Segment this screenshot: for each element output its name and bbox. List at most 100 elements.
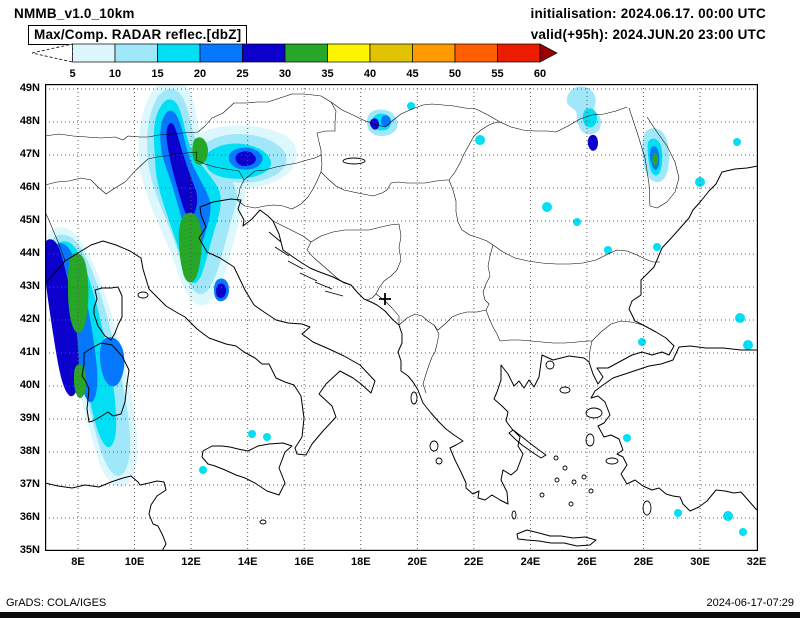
colorbar-tick-label: 15 xyxy=(151,68,163,80)
lon-axis-label-28E: 28E xyxy=(624,556,664,568)
island-cyclades xyxy=(540,493,544,497)
lon-axis-label-14E: 14E xyxy=(228,556,268,568)
valid-time-label: valid(+95h): 2024.JUN.20 23:00 UTC xyxy=(531,27,766,42)
lat-axis-label-42N: 42N xyxy=(6,313,40,325)
colorbar-tick-label: 55 xyxy=(491,68,503,80)
lat-axis-label-36N: 36N xyxy=(6,511,40,523)
lat-axis-label-48N: 48N xyxy=(6,115,40,127)
radar-cell xyxy=(743,340,753,350)
island-euboea xyxy=(509,430,546,458)
colorbar-tick-label: 45 xyxy=(406,68,418,80)
coastline-anatolia xyxy=(591,346,758,511)
coastlines-layer xyxy=(45,158,758,551)
lat-axis-label-37N: 37N xyxy=(6,478,40,490)
colorbar-segment-20-25 xyxy=(200,44,243,62)
island-cyclades xyxy=(572,480,576,484)
colorbar-segment-5-10 xyxy=(73,44,116,62)
lat-axis-label-43N: 43N xyxy=(6,280,40,292)
island-cyclades xyxy=(589,489,593,493)
colorbar-tick-label: 30 xyxy=(279,68,291,80)
lon-axis-label-8E: 8E xyxy=(58,556,98,568)
colorbar-segment-35-40 xyxy=(328,44,371,62)
island-kefalonia xyxy=(430,441,438,451)
lon-axis-label-24E: 24E xyxy=(510,556,550,568)
colorbar-segment-45-50 xyxy=(413,44,456,62)
lon-axis-label-20E: 20E xyxy=(397,556,437,568)
grads-credit: GrADS: COLA/IGES xyxy=(6,597,106,609)
colorbar-tick-label: 25 xyxy=(236,68,248,80)
radar-cell xyxy=(674,509,682,517)
border-bulgaria-turkey xyxy=(592,321,643,341)
radar-cell xyxy=(733,138,741,146)
map-canvas xyxy=(45,84,758,551)
colorbar-tick-label: 50 xyxy=(449,68,461,80)
lat-axis-label-39N: 39N xyxy=(6,412,40,424)
border-hungary-south xyxy=(321,122,500,196)
radar-cell xyxy=(542,202,552,212)
weather-map-page: NMMB_v1.0_10km initialisation: 2024.06.1… xyxy=(0,0,800,618)
lat-axis-label-41N: 41N xyxy=(6,346,40,358)
colorbar-tick-label: 5 xyxy=(69,68,75,80)
lon-axis-label-22E: 22E xyxy=(454,556,494,568)
radar-cell xyxy=(623,434,631,442)
radar-cell xyxy=(199,466,207,474)
coastline-north-africa xyxy=(45,476,166,551)
colorbar-tick-label: 20 xyxy=(194,68,206,80)
initialisation-label: initialisation: 2024.06.17. 00:00 UTC xyxy=(531,6,767,21)
station-marker xyxy=(379,293,391,305)
colorbar-segment-55-60 xyxy=(498,44,541,62)
radar-cell xyxy=(735,313,745,323)
lat-axis-label-38N: 38N xyxy=(6,445,40,457)
radar-cell xyxy=(475,135,485,145)
colorbar-tick-label: 40 xyxy=(364,68,376,80)
radar-blob-level-5 xyxy=(588,135,598,151)
creation-timestamp: 2024-06-17-07:29 xyxy=(707,597,794,609)
lon-axis-label-12E: 12E xyxy=(171,556,211,568)
border-greece-north xyxy=(500,340,592,343)
lat-axis-label-45N: 45N xyxy=(6,214,40,226)
border-serbia-bulgaria-macedonia xyxy=(483,245,500,341)
colorbar-below-min xyxy=(32,44,73,62)
colorbar-tick-label: 60 xyxy=(534,68,546,80)
radar-cell xyxy=(739,528,747,536)
radar-cell xyxy=(638,338,646,346)
colorbar-segment-50-55 xyxy=(455,44,498,62)
colorbar-segment-30-35 xyxy=(285,44,328,62)
island-crete xyxy=(517,530,596,546)
radar-cell xyxy=(653,243,661,251)
colorbar: 51015202530354045505560 xyxy=(0,42,600,82)
radar-cell xyxy=(407,102,415,110)
colorbar-tick-label: 35 xyxy=(321,68,333,80)
colorbar-above-max-arrow xyxy=(540,44,557,62)
island-cyclades xyxy=(563,466,567,470)
lake-balaton xyxy=(343,158,365,164)
border-greece-turkey xyxy=(589,341,592,362)
radar-reflectivity-layer xyxy=(45,84,753,536)
border-bosnia-serbia xyxy=(311,224,401,300)
island-cyclades xyxy=(555,478,559,482)
radar-blob-level-2 xyxy=(567,86,601,134)
lon-axis-label-16E: 16E xyxy=(284,556,324,568)
radar-blob-level-3 xyxy=(583,108,597,127)
island-limnos xyxy=(560,387,570,393)
radar-cell xyxy=(263,433,271,441)
lon-axis-label-32E: 32E xyxy=(737,556,777,568)
radar-cell xyxy=(573,218,581,226)
island-corfu xyxy=(411,392,417,404)
radar-cell xyxy=(695,177,705,187)
colorbar-segment-10-15 xyxy=(115,44,158,62)
lat-axis-label-47N: 47N xyxy=(6,148,40,160)
lon-axis-label-18E: 18E xyxy=(341,556,381,568)
island-sicily xyxy=(202,443,292,495)
lat-axis-label-40N: 40N xyxy=(6,379,40,391)
island-malta xyxy=(260,520,266,524)
lon-axis-label-10E: 10E xyxy=(115,556,155,568)
colorbar-segment-25-30 xyxy=(243,44,286,62)
colorbar-segment-15-20 xyxy=(158,44,201,62)
radar-cell xyxy=(248,430,256,438)
island-thasos xyxy=(546,361,554,369)
border-serbia-romania-bulgaria xyxy=(449,180,660,264)
island-lesbos xyxy=(586,408,602,418)
colorbar-segment-40-45 xyxy=(370,44,413,62)
lat-axis-label-35N: 35N xyxy=(6,544,40,556)
